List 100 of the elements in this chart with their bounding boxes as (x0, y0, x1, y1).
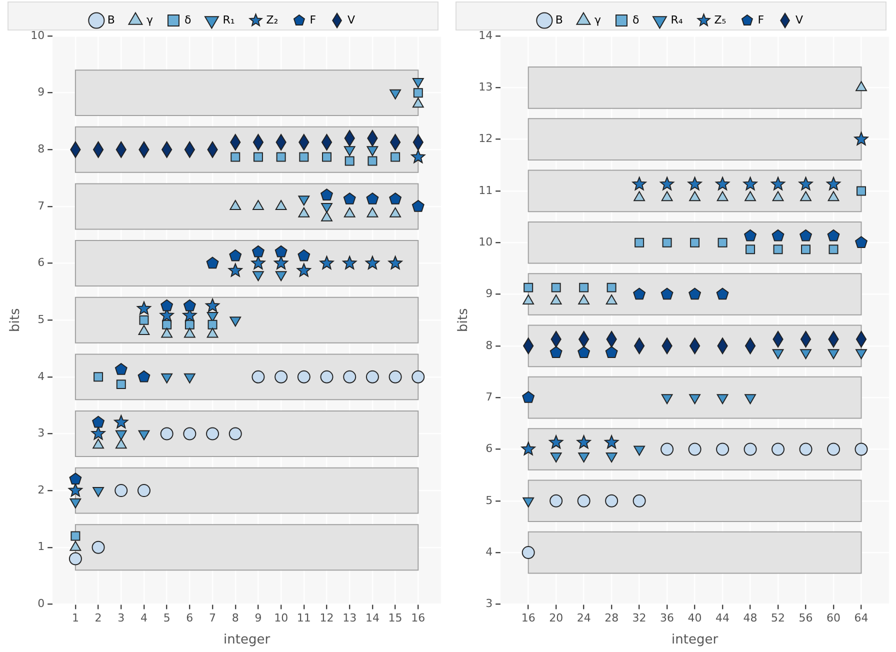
point (801, 244, 811, 254)
x-tick-label: 6 (186, 612, 194, 625)
legend-label: γ (146, 13, 154, 26)
x-tick-label: 5 (163, 612, 170, 625)
y-tick-label: 1 (38, 540, 45, 554)
y-tick-label: 9 (38, 86, 45, 99)
y-tick-label: 6 (486, 442, 493, 456)
point (276, 152, 286, 162)
y-tick-label: 12 (478, 132, 493, 146)
point (744, 191, 756, 202)
point (91, 426, 106, 440)
point (606, 452, 618, 462)
point (634, 238, 644, 248)
legend-label: F (310, 13, 316, 26)
point (549, 435, 564, 449)
x-tick-label: 14 (365, 612, 380, 625)
point (577, 494, 590, 508)
legend-label: V (796, 13, 804, 26)
point (161, 328, 173, 338)
point (826, 176, 841, 190)
x-tick-label: 60 (826, 612, 841, 625)
legend-label: R₁ (222, 13, 235, 26)
legend-label: Z₅ (714, 13, 726, 26)
y-tick-label: 4 (486, 545, 493, 558)
point (522, 294, 534, 304)
x-axis-title: integer (672, 632, 719, 648)
point (634, 446, 646, 456)
point (522, 546, 535, 560)
point (551, 282, 561, 292)
point (137, 484, 150, 498)
x-tick-label: 2 (94, 612, 102, 625)
y-tick-label: 7 (486, 390, 493, 404)
y-tick-label: 10 (30, 28, 45, 42)
x-tick-label: 9 (254, 612, 262, 625)
y-tick-label: 5 (486, 494, 493, 507)
point (70, 531, 80, 541)
point (251, 256, 266, 270)
point (690, 238, 700, 248)
point (413, 88, 423, 98)
point (660, 442, 674, 456)
point (368, 156, 378, 166)
point (389, 192, 402, 204)
x-tick-label: 20 (549, 612, 564, 625)
x-axis-title: integer (224, 632, 271, 648)
point (800, 229, 812, 242)
point (662, 238, 672, 248)
x-tick-label: 8 (232, 612, 239, 625)
x-tick-label: 3 (118, 612, 125, 625)
point (253, 152, 263, 162)
point (366, 192, 379, 204)
point (604, 435, 619, 449)
point (578, 294, 590, 304)
x-tick-label: 10 (274, 612, 288, 625)
point (772, 229, 784, 242)
point (365, 256, 380, 270)
legend-label: F (758, 13, 764, 26)
point (298, 207, 310, 218)
point (744, 229, 756, 242)
point (412, 98, 424, 108)
point (578, 452, 590, 462)
point (296, 263, 311, 277)
point (827, 229, 840, 242)
point (114, 484, 128, 498)
point (160, 427, 174, 440)
point (252, 200, 264, 210)
point (716, 442, 730, 456)
x-tick-label: 44 (716, 612, 730, 625)
point (139, 315, 149, 325)
legend-label: V (348, 13, 356, 26)
point (274, 370, 288, 384)
point (550, 494, 563, 508)
x-tick-label: 28 (604, 612, 619, 625)
point (633, 288, 646, 300)
point (229, 249, 242, 262)
point (228, 263, 242, 277)
legend-label: δ (184, 13, 192, 26)
point (576, 435, 591, 449)
y-tick-label: 3 (486, 597, 493, 610)
point (606, 294, 618, 304)
point (390, 207, 401, 218)
point (578, 346, 590, 358)
point (550, 452, 562, 462)
x-tick-label: 1 (72, 612, 79, 625)
point (322, 152, 332, 162)
point (343, 192, 356, 204)
point (183, 427, 196, 440)
y-tick-label: 11 (478, 184, 493, 197)
point (390, 152, 400, 162)
point (634, 191, 646, 202)
x-tick-label: 12 (320, 612, 334, 625)
point (550, 346, 562, 358)
legend-label: Z₂ (266, 13, 278, 26)
legend-label: R₄ (670, 13, 684, 26)
y-tick-label: 14 (478, 28, 493, 42)
x-tick-label: 64 (854, 612, 868, 625)
point (799, 442, 812, 456)
point (206, 256, 219, 269)
point (522, 497, 534, 508)
x-tick-label: 4 (140, 612, 148, 625)
point (412, 370, 425, 384)
